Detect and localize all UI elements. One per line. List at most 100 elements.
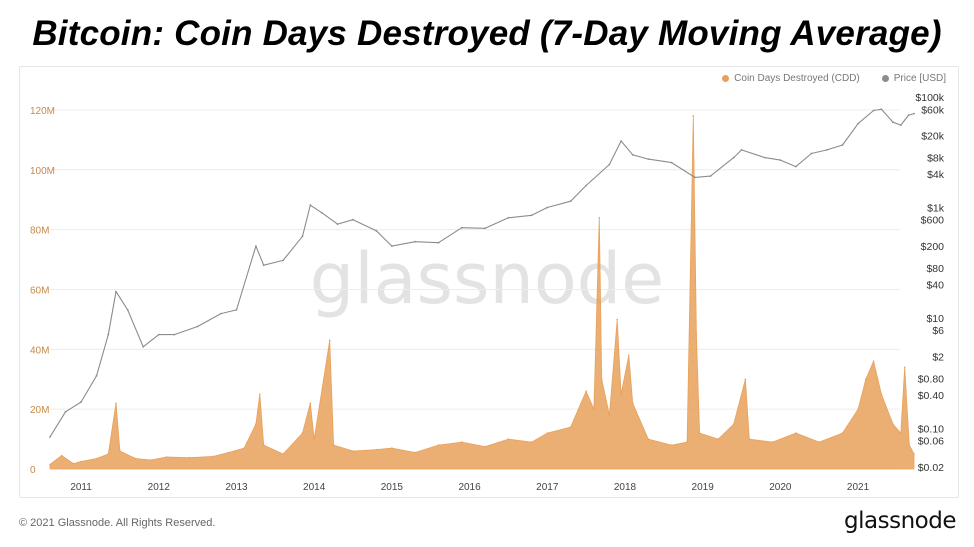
x-tick-label: 2015: [381, 482, 404, 493]
price-point: [336, 223, 339, 226]
cdd-point: [698, 432, 701, 434]
right-tick-label: $100k: [915, 92, 944, 104]
price-point: [585, 184, 587, 187]
cdd-point: [795, 432, 797, 434]
price-point: [608, 163, 611, 166]
right-tick-label: $1k: [927, 202, 945, 214]
left-tick-label: 100M: [30, 166, 55, 177]
cdd-point: [72, 462, 75, 465]
cdd-point: [569, 426, 572, 428]
cdd-point: [841, 432, 844, 434]
cdd-point: [262, 444, 265, 446]
cdd-point: [107, 453, 110, 455]
right-tick-label: $0.80: [918, 374, 944, 386]
cdd-point: [744, 378, 747, 381]
price-point: [631, 153, 634, 156]
left-tick-label: 80M: [30, 226, 49, 237]
cdd-series: [49, 115, 915, 470]
cdd-point: [608, 414, 611, 416]
cdd-point: [686, 441, 688, 443]
price-point: [414, 240, 417, 243]
cdd-point: [95, 457, 98, 460]
cdd-point: [115, 402, 117, 405]
price-point: [913, 112, 915, 115]
price-point: [907, 114, 910, 116]
cdd-point: [352, 450, 354, 452]
cdd-point: [391, 447, 393, 449]
cdd-point: [119, 450, 121, 452]
price-point: [670, 161, 673, 164]
x-tick-label: 2019: [692, 482, 715, 493]
price-point: [235, 309, 238, 311]
price-point: [80, 401, 82, 403]
right-tick-label: $4k: [927, 169, 945, 181]
price-point: [530, 214, 533, 217]
cdd-point: [732, 423, 735, 425]
cdd-point: [150, 459, 152, 461]
price-point: [620, 140, 622, 142]
cdd-point: [692, 115, 695, 117]
price-point: [694, 176, 696, 179]
cdd-point: [903, 366, 906, 369]
right-tick-label: $2: [932, 352, 944, 364]
cdd-point: [900, 432, 902, 434]
cdd-point: [259, 393, 261, 396]
x-tick-label: 2014: [303, 482, 326, 493]
right-tick-label: $10: [926, 313, 944, 325]
x-tick-label: 2020: [769, 482, 792, 493]
price-point: [173, 333, 176, 336]
cdd-point: [309, 402, 312, 405]
price-point: [709, 175, 712, 178]
legend-item-cdd[interactable]: Coin Days Destroyed (CDD): [722, 73, 860, 84]
cdd-point: [670, 444, 673, 446]
right-tick-label: $0.02: [918, 462, 944, 474]
right-tick-label: $0.10: [918, 423, 944, 435]
right-tick-label: $8k: [927, 153, 945, 165]
right-tick-label: $200: [921, 241, 945, 253]
price-point: [220, 312, 222, 315]
cdd-point: [530, 441, 533, 443]
cdd-point: [598, 216, 601, 219]
price-point: [841, 144, 844, 146]
cdd-point: [507, 438, 510, 440]
right-tick-label: $6: [932, 325, 944, 337]
cdd-point: [908, 444, 911, 446]
x-axis: 2011 2012 2013 2014 2015 2016 2017 2018 2019 2020…: [70, 482, 869, 493]
price-point: [126, 309, 129, 311]
cdd-point: [880, 393, 883, 396]
price-point: [309, 204, 312, 207]
cdd-point: [189, 456, 191, 459]
cdd-point: [593, 408, 595, 411]
x-tick-label: 2016: [458, 482, 481, 493]
legend-item-price[interactable]: Price [USD]: [881, 73, 946, 84]
cdd-point: [243, 447, 245, 449]
glassnode-logo[interactable]: glassnode: [844, 508, 956, 534]
legend-swatch-cdd: [722, 75, 730, 82]
x-tick-label: 2011: [70, 482, 92, 493]
price-point: [569, 200, 572, 203]
left-tick-label: 40M: [30, 345, 49, 356]
price-point: [779, 159, 782, 162]
left-tick-label: 120M: [30, 106, 55, 117]
legend-label-cdd: Coin Days Destroyed (CDD): [734, 73, 860, 84]
price-point: [262, 264, 265, 267]
price-point: [115, 290, 117, 293]
price-point: [880, 108, 883, 111]
left-y-axis: 0 20M 40M 60M 80M 100M 120M: [30, 106, 55, 476]
cdd-point: [748, 438, 751, 440]
price-point: [391, 245, 393, 248]
right-y-axis: $0.02 $0.06$0.10 $0.40 $0.80 $2 $6$10 $40 $80 $2…: [915, 92, 944, 474]
price-point: [732, 156, 735, 159]
price-point: [255, 245, 257, 248]
cdd-area: [49, 115, 915, 470]
right-tick-label: $0.40: [918, 390, 944, 402]
price-point: [826, 149, 828, 151]
cdd-point: [771, 441, 774, 443]
x-tick-label: 2012: [148, 482, 171, 493]
right-tick-label: $80: [926, 263, 944, 275]
cdd-point: [414, 451, 417, 454]
cdd-point: [165, 456, 168, 458]
cdd-point: [49, 463, 51, 466]
price-point: [157, 333, 160, 336]
legend-swatch-price: [881, 75, 889, 82]
